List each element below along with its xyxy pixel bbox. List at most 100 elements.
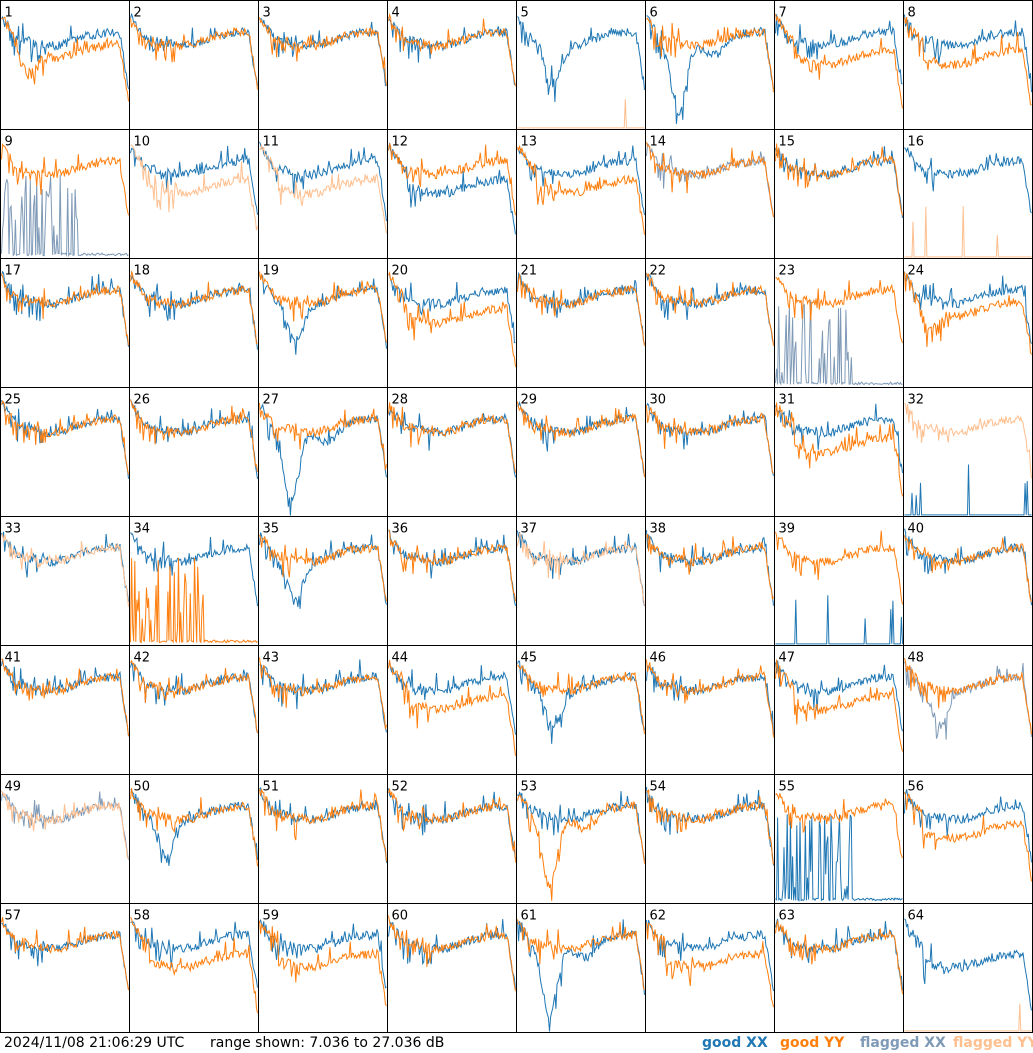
series-xx-55	[775, 814, 903, 902]
panel-label: 29	[521, 393, 538, 408]
panel-frame	[387, 0, 517, 130]
series-xx-46	[646, 665, 774, 736]
panel-frame	[387, 516, 517, 646]
panel-8: 8	[903, 0, 1033, 130]
legend-flagged-yy: flagged YY	[953, 1035, 1033, 1051]
series-yy-31	[775, 402, 903, 497]
panel-label: 28	[392, 393, 409, 408]
series-yy-32	[904, 403, 1032, 479]
panel-label: 50	[134, 780, 151, 795]
legend-good-xx-pol: XX	[746, 1035, 768, 1051]
panel-59: 59	[258, 903, 388, 1033]
panel-label: 9	[5, 135, 13, 150]
panel-label: 58	[134, 909, 151, 924]
panel-23: 23	[774, 258, 904, 388]
panel-label: 13	[521, 135, 538, 150]
panel-17: 17	[0, 258, 130, 388]
series-yy-43	[259, 657, 387, 730]
panel-57: 57	[0, 903, 130, 1033]
panel-label: 59	[263, 909, 280, 924]
series-yy-48	[904, 657, 1032, 735]
panel-label: 7	[779, 6, 787, 21]
panel-13: 13	[516, 129, 646, 259]
panel-label: 1	[5, 6, 13, 21]
panel-label: 5	[521, 6, 529, 21]
panel-label: 47	[779, 651, 796, 666]
series-yy-50	[130, 788, 258, 867]
series-yy-55	[775, 793, 903, 859]
panel-label: 22	[650, 264, 667, 279]
series-xx-13	[517, 145, 645, 216]
panel-16: 16	[903, 129, 1033, 259]
series-yy-2	[130, 18, 258, 90]
panel-29: 29	[516, 387, 646, 517]
panel-label: 56	[908, 780, 925, 795]
series-xx-59	[259, 918, 387, 989]
panel-frame	[258, 645, 388, 775]
series-xx-60	[388, 919, 516, 990]
panel-label: 25	[5, 393, 22, 408]
panel-label: 39	[779, 522, 796, 537]
series-yy-63	[775, 920, 903, 995]
panel-9: 9	[0, 129, 130, 259]
panel-47: 47	[774, 645, 904, 775]
legend-good-xx: good XX	[702, 1035, 768, 1051]
series-yy-64	[904, 1003, 1032, 1032]
panel-frame	[0, 0, 130, 130]
panel-frame	[516, 0, 646, 130]
panel-10: 10	[129, 129, 259, 259]
series-yy-19	[259, 271, 387, 343]
panel-label: 16	[908, 135, 925, 150]
panel-label: 11	[263, 135, 280, 150]
panel-label: 21	[521, 264, 538, 279]
series-xx-64	[904, 918, 1032, 1011]
panel-32: 32	[903, 387, 1033, 517]
panel-frame	[258, 774, 388, 904]
series-yy-47	[775, 659, 903, 752]
series-yy-7	[775, 13, 903, 109]
panel-64: 64	[903, 903, 1033, 1033]
series-yy-58	[130, 916, 258, 1014]
panel-56: 56	[903, 774, 1033, 904]
series-yy-57	[1, 917, 129, 991]
series-yy-8	[904, 17, 1032, 106]
panel-34: 34	[129, 516, 259, 646]
panel-frame	[645, 0, 775, 130]
panel-frame	[387, 903, 517, 1033]
series-yy-38	[646, 533, 774, 600]
panel-frame	[0, 387, 130, 517]
series-xx-3	[259, 18, 387, 87]
series-yy-62	[646, 922, 774, 1008]
panel-label: 27	[263, 393, 280, 408]
series-xx-56	[904, 789, 1032, 863]
series-xx-22	[646, 272, 774, 344]
series-xx-39	[775, 595, 903, 645]
panel-label: 34	[134, 522, 151, 537]
series-xx-1	[1, 15, 129, 90]
panel-frame	[774, 903, 904, 1033]
panel-label: 18	[134, 264, 151, 279]
panel-frame	[129, 0, 259, 130]
panel-20: 20	[387, 258, 517, 388]
series-yy-36	[388, 529, 516, 602]
series-yy-60	[388, 915, 516, 992]
series-yy-12	[388, 142, 516, 216]
panel-14: 14	[645, 129, 775, 259]
panel-41: 41	[0, 645, 130, 775]
series-yy-46	[646, 659, 774, 738]
panel-frame	[645, 387, 775, 517]
series-yy-24	[904, 272, 1032, 355]
panel-frame	[258, 258, 388, 388]
footer: 2024/11/08 21:06:29 UTC range shown: 7.0…	[0, 1033, 1033, 1053]
panel-2: 2	[129, 0, 259, 130]
panel-12: 12	[387, 129, 517, 259]
panel-label: 3	[263, 6, 271, 21]
panel-label: 30	[650, 393, 667, 408]
panel-frame	[645, 645, 775, 775]
panel-label: 14	[650, 135, 667, 150]
panel-label: 32	[908, 393, 925, 408]
panel-label: 49	[5, 780, 22, 795]
panel-label: 42	[134, 651, 151, 666]
panel-label: 52	[392, 780, 409, 795]
